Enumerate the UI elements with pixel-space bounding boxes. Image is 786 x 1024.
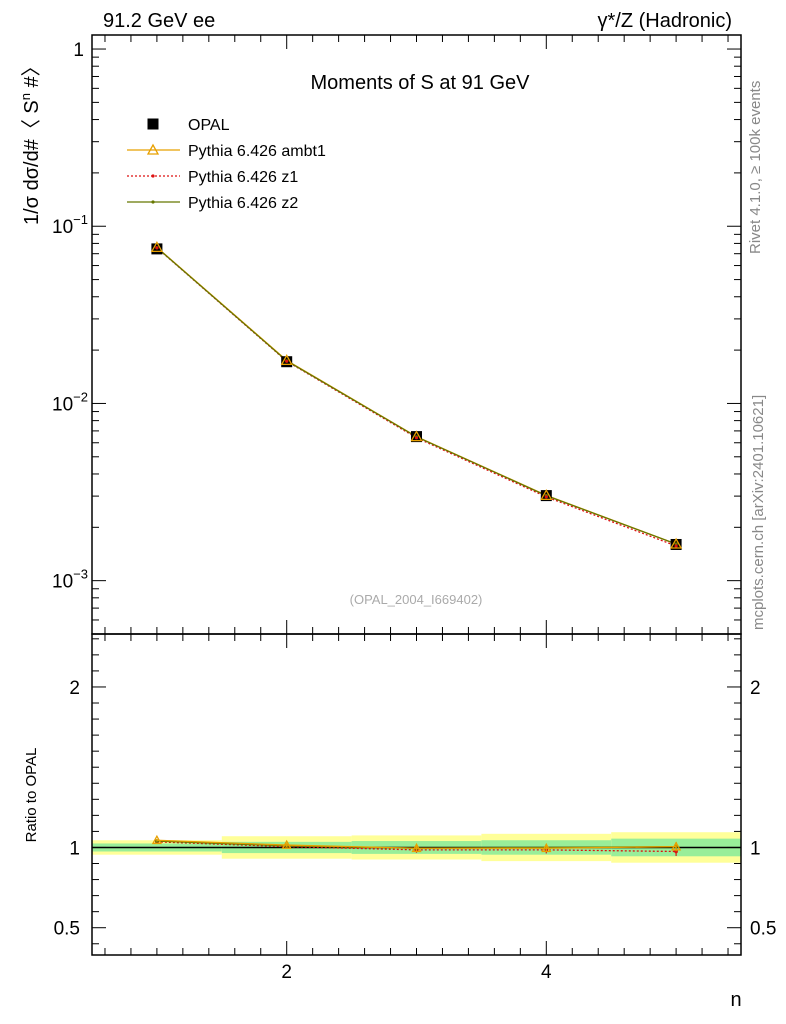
legend: OPAL Pythia 6.426 ambt1 Pythia 6.426 z1 Pyt… — [127, 117, 326, 212]
analysis-tag: (OPAL_2004_I669402) — [350, 592, 483, 607]
ratio-series-line — [156, 841, 677, 853]
series-point — [155, 246, 159, 250]
series-point — [669, 537, 683, 549]
main-panel: 1 10−1 10−2 10−3 Moments of S at 91 GeV (OP… — [18, 34, 742, 635]
header-left: 91.2 GeV ee — [103, 10, 215, 32]
ratio-xtick-label: 4 — [541, 962, 552, 983]
series-point — [540, 489, 553, 500]
main-ylabel: 1/σ dσ/d#〈 Sn #〉 — [18, 56, 43, 225]
main-series-markers-2 — [155, 246, 678, 548]
ratio-point — [411, 842, 422, 853]
series-point — [674, 544, 678, 548]
legend-marker — [151, 200, 155, 204]
main-ylabel-suffix: #〉 — [21, 56, 43, 93]
legend-item: Pythia 6.426 ambt1 — [127, 143, 326, 160]
series-point — [280, 354, 293, 366]
series-point — [150, 241, 164, 253]
ratio-point — [674, 849, 678, 854]
legend-label: Pythia 6.426 z2 — [188, 195, 298, 212]
series-point — [285, 359, 289, 363]
main-series-3 — [156, 247, 677, 545]
main-series-line — [156, 247, 677, 547]
main-series-1 — [156, 246, 677, 545]
series-point — [544, 495, 548, 499]
main-series-markers-3 — [155, 246, 678, 546]
main-ytick-label: 10−1 — [52, 212, 88, 238]
ratio-ytick-label-right: 0.5 — [750, 919, 776, 940]
ratio-point — [670, 841, 682, 851]
legend-label: Pythia 6.426 z1 — [188, 169, 298, 186]
legend-item: Pythia 6.426 z1 — [127, 169, 298, 186]
main-ytick-label: 10−2 — [52, 389, 88, 415]
ratio-ytick-label-right: 1 — [750, 838, 761, 859]
main-ylabel-sup: n — [18, 93, 33, 100]
ratio-xtick-label: 2 — [281, 962, 292, 983]
header-right: γ*/Z (Hadronic) — [598, 10, 732, 32]
ratio-series-0 — [151, 834, 682, 853]
ratio-frame — [91, 633, 742, 956]
legend-item: Pythia 6.426 z2 — [127, 195, 298, 212]
ratio-ytick-label-right: 2 — [750, 678, 761, 699]
main-ylabel-prefix: 1/σ dσ/d#〈 S — [21, 100, 43, 225]
legend-label: Pythia 6.426 ambt1 — [188, 143, 326, 160]
ratio-ylabel: Ratio to OPAL — [23, 748, 40, 843]
ratio-point — [151, 834, 163, 845]
series-point — [410, 430, 423, 442]
legend-marker — [151, 174, 155, 178]
ratio-point — [541, 842, 552, 853]
main-ytick-label: 10−3 — [52, 567, 88, 593]
main-series-line — [156, 247, 677, 545]
ratio-ytick-label: 1 — [69, 838, 80, 859]
main-series-2 — [156, 247, 677, 547]
rivet-label: Rivet 4.1.0, ≥ 100k events — [747, 81, 764, 254]
legend-label: OPAL — [188, 117, 230, 134]
ratio-ytick-label: 0.5 — [54, 919, 80, 940]
ratio-point — [281, 839, 292, 849]
main-series-markers-1 — [150, 241, 683, 549]
legend-marker — [146, 143, 160, 155]
legend-marker — [147, 118, 159, 130]
mcplots-label: mcplots.cern.ch [arXiv:2401.10621] — [750, 395, 767, 630]
x-axis-label: n — [730, 989, 741, 1011]
ratio-ytick-label: 2 — [69, 678, 80, 699]
series-point — [414, 436, 419, 440]
main-title: Moments of S at 91 GeV — [311, 72, 531, 94]
ratio-panel: 0.5 0.5 1 1 2 2 2 4 Ratio to OPAL n — [23, 633, 776, 1011]
main-series-data-points — [151, 243, 682, 550]
legend-item: OPAL — [147, 117, 230, 134]
main-series-line — [156, 246, 677, 545]
main-ytick-label: 1 — [73, 40, 84, 61]
